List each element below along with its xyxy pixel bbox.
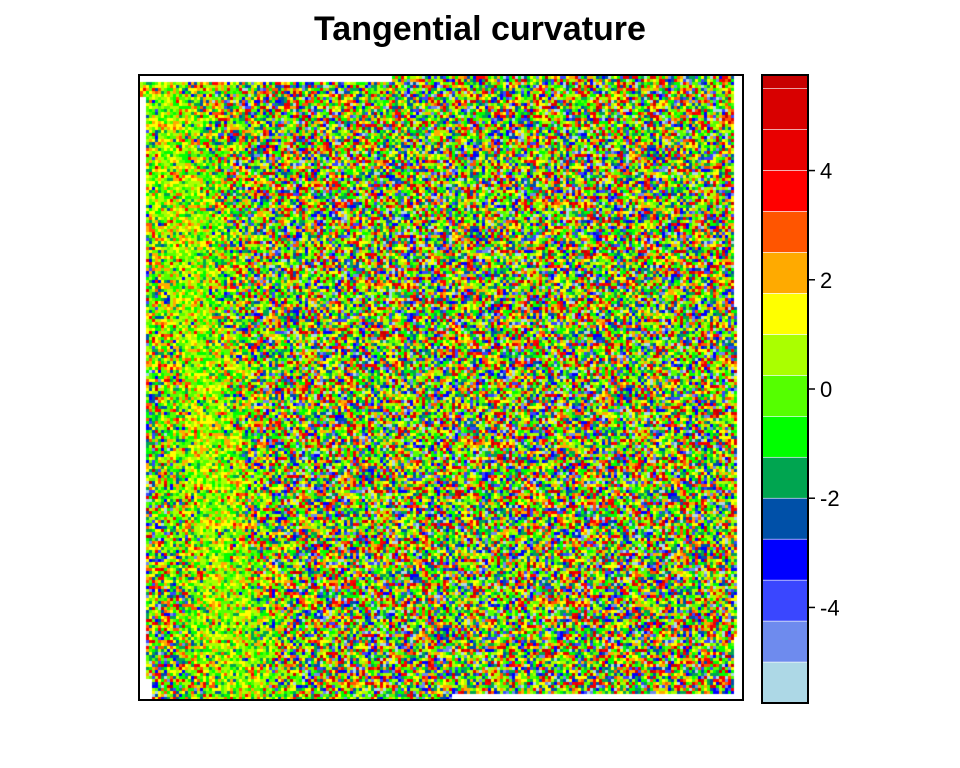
legend-bin-9 bbox=[761, 293, 809, 335]
legend-tick-label-4: -4 bbox=[820, 595, 840, 620]
raster-map bbox=[140, 76, 742, 699]
legend-bin-12 bbox=[761, 170, 809, 212]
chart-title: Tangential curvature bbox=[314, 10, 646, 48]
legend-tick-label-3: -2 bbox=[820, 486, 840, 511]
legend-bin-2 bbox=[761, 579, 809, 622]
legend-bin-8 bbox=[761, 334, 809, 376]
legend-bin-1 bbox=[761, 620, 809, 663]
legend-ticks: 4 2 0 -2 -4 bbox=[808, 159, 840, 620]
legend-bins bbox=[761, 74, 809, 704]
legend-bin-0 bbox=[761, 661, 809, 704]
legend-bin-13 bbox=[761, 129, 809, 171]
raster-map-frame bbox=[138, 74, 744, 701]
color-legend: 4 2 0 -2 -4 bbox=[761, 74, 840, 704]
legend-bin-7 bbox=[761, 375, 809, 417]
legend-bin-5 bbox=[761, 456, 809, 499]
legend-tick-label-1: 2 bbox=[820, 268, 832, 293]
legend-tick-label-0: 4 bbox=[820, 159, 832, 184]
legend-bin-6 bbox=[761, 416, 809, 458]
legend-bin-15 bbox=[761, 74, 809, 89]
legend-bin-14 bbox=[761, 88, 809, 130]
legend-bin-11 bbox=[761, 211, 809, 253]
legend-tick-label-2: 0 bbox=[820, 377, 832, 402]
legend-bin-3 bbox=[761, 538, 809, 581]
legend-bin-10 bbox=[761, 252, 809, 294]
legend-bin-4 bbox=[761, 497, 809, 540]
